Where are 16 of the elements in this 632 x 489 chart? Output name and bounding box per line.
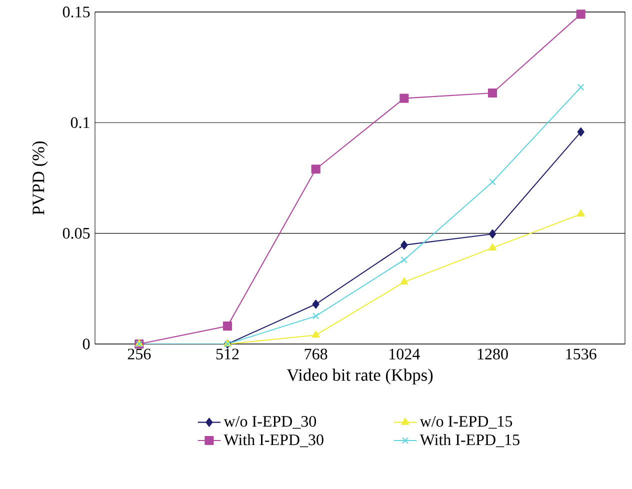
legend-label: With I-EPD_15	[420, 434, 520, 448]
y-tick-label: 0.15	[62, 6, 90, 18]
x-axis-title: Video bit rate (Kbps)	[286, 368, 433, 384]
legend-label: With I-EPD_30	[224, 434, 324, 448]
x-tick-label: 512	[216, 348, 239, 360]
y-tick-label: 0.05	[62, 228, 90, 239]
y-tick-label: 0	[82, 338, 90, 350]
legend-label: w/o I-EPD_15	[420, 416, 512, 429]
x-tick-label: 1536	[566, 348, 596, 360]
x-tick-label: 768	[304, 348, 328, 360]
x-tick-label: 1280	[478, 348, 508, 360]
x-tick-label: 256	[128, 348, 151, 360]
y-tick-label: 0.1	[70, 117, 90, 128]
x-tick-label: 1024	[390, 348, 420, 360]
legend-label: w/o I-EPD_30	[224, 416, 316, 429]
y-axis-title: PVPD (%)	[32, 141, 48, 215]
